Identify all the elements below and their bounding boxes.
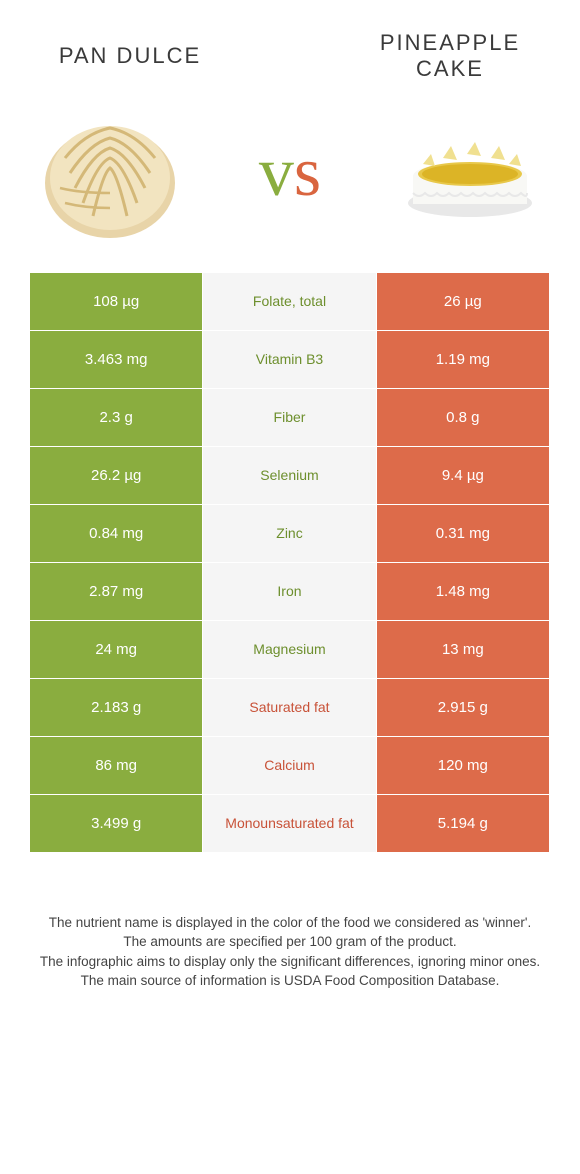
right-value: 0.31 mg	[377, 505, 550, 563]
right-value: 5.194 g	[377, 795, 550, 853]
table-row: 2.183 gSaturated fat2.915 g	[30, 679, 550, 737]
footer-line: The amounts are specified per 100 gram o…	[30, 932, 550, 952]
table-row: 2.87 mgIron1.48 mg	[30, 563, 550, 621]
nutrient-label: Monounsaturated fat	[203, 795, 376, 853]
table-row: 3.499 gMonounsaturated fat5.194 g	[30, 795, 550, 853]
nutrient-label: Selenium	[203, 447, 376, 505]
right-value: 120 mg	[377, 737, 550, 795]
left-food-title: Pan dulce	[30, 43, 230, 69]
vs-v: v	[259, 134, 294, 211]
pan-dulce-image	[30, 93, 190, 253]
footer-notes: The nutrient name is displayed in the co…	[0, 853, 580, 991]
left-value: 108 µg	[30, 273, 203, 331]
table-row: 26.2 µgSelenium9.4 µg	[30, 447, 550, 505]
left-value: 24 mg	[30, 621, 203, 679]
right-value: 0.8 g	[377, 389, 550, 447]
footer-line: The nutrient name is displayed in the co…	[30, 913, 550, 933]
right-value: 1.19 mg	[377, 331, 550, 389]
vs-label: vs	[259, 133, 321, 213]
pineapple-cake-image	[390, 93, 550, 253]
right-value: 9.4 µg	[377, 447, 550, 505]
footer-line: The infographic aims to display only the…	[30, 952, 550, 972]
table-row: 3.463 mgVitamin B31.19 mg	[30, 331, 550, 389]
left-value: 26.2 µg	[30, 447, 203, 505]
vs-s: s	[294, 134, 321, 211]
table-row: 24 mgMagnesium13 mg	[30, 621, 550, 679]
nutrient-label: Zinc	[203, 505, 376, 563]
right-food-title: Pineapple cake	[350, 30, 550, 83]
nutrient-label: Magnesium	[203, 621, 376, 679]
table-row: 2.3 gFiber0.8 g	[30, 389, 550, 447]
table-row: 108 µgFolate, total26 µg	[30, 273, 550, 331]
table-row: 86 mgCalcium120 mg	[30, 737, 550, 795]
left-value: 3.463 mg	[30, 331, 203, 389]
nutrient-label: Folate, total	[203, 273, 376, 331]
right-value: 13 mg	[377, 621, 550, 679]
left-value: 2.183 g	[30, 679, 203, 737]
images-row: vs	[0, 93, 580, 273]
left-value: 2.87 mg	[30, 563, 203, 621]
table-row: 0.84 mgZinc0.31 mg	[30, 505, 550, 563]
footer-line: The main source of information is USDA F…	[30, 971, 550, 991]
header: Pan dulce Pineapple cake	[0, 0, 580, 93]
nutrient-label: Vitamin B3	[203, 331, 376, 389]
nutrient-label: Saturated fat	[203, 679, 376, 737]
left-value: 0.84 mg	[30, 505, 203, 563]
nutrient-label: Fiber	[203, 389, 376, 447]
nutrient-label: Iron	[203, 563, 376, 621]
left-value: 86 mg	[30, 737, 203, 795]
nutrition-table: 108 µgFolate, total26 µg3.463 mgVitamin …	[30, 273, 550, 853]
right-value: 1.48 mg	[377, 563, 550, 621]
right-value: 2.915 g	[377, 679, 550, 737]
left-value: 3.499 g	[30, 795, 203, 853]
left-value: 2.3 g	[30, 389, 203, 447]
nutrient-label: Calcium	[203, 737, 376, 795]
right-value: 26 µg	[377, 273, 550, 331]
